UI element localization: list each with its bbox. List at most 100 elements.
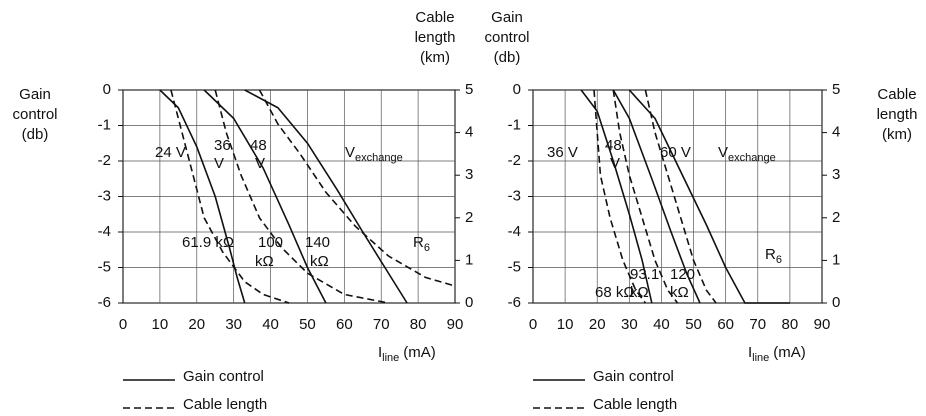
x-tick-label: 90 <box>814 316 831 333</box>
annotation-sub: exchange <box>728 152 776 164</box>
gain-control-line <box>580 89 653 304</box>
x-label-sub: line <box>752 352 769 364</box>
annotation-sub: 6 <box>776 254 782 266</box>
annotation: 61.9 kΩ <box>182 234 234 251</box>
y2-tick-label: 0 <box>832 294 840 311</box>
y-tick-label: -2 <box>508 152 521 169</box>
annotation: V <box>255 155 265 172</box>
annotation: V <box>214 155 224 172</box>
cable-length-line <box>644 89 717 304</box>
annotation: R6 <box>413 234 430 254</box>
x-label-sub: line <box>382 352 399 364</box>
y-tick-label: -2 <box>98 152 111 169</box>
y2-tick-label: 0 <box>465 294 473 311</box>
legend-label: Gain control <box>183 368 264 385</box>
y2-tick-label: 3 <box>465 166 473 183</box>
y2-tick-label: 2 <box>465 209 473 226</box>
x-tick-label: 70 <box>749 316 766 333</box>
y2-tick-label: 1 <box>832 251 840 268</box>
gain-control-line <box>159 89 246 304</box>
gain-control-line <box>244 89 408 304</box>
annotation-main: R <box>413 234 424 251</box>
x-axis-label: Iline (mA) <box>378 344 436 364</box>
annotation: R6 <box>765 246 782 266</box>
annotation-sub: 6 <box>424 242 430 254</box>
y-axis-label: control <box>12 106 57 123</box>
cable-length-line <box>258 89 456 287</box>
annotation: 36 <box>214 137 231 154</box>
annotation: kΩ <box>630 284 649 301</box>
y-tick-label: -4 <box>508 223 521 240</box>
annotation-main: V <box>718 144 728 161</box>
y2-tick-label: 5 <box>832 81 840 98</box>
x-axis-label: Iline (mA) <box>748 344 806 364</box>
y2-tick-label: 5 <box>465 81 473 98</box>
x-tick-label: 60 <box>717 316 734 333</box>
x-label-unit: (mA) <box>773 344 806 361</box>
cable-length-line <box>170 89 290 304</box>
x-tick-label: 20 <box>188 316 205 333</box>
gain-control-line <box>628 89 790 304</box>
y-tick-label: 0 <box>513 81 521 98</box>
legend-label: Gain control <box>593 368 674 385</box>
y-tick-label: -1 <box>98 116 111 133</box>
y-axis-label: (db) <box>494 49 521 66</box>
gain-control-line <box>203 89 327 304</box>
annotation: 120 <box>670 266 695 283</box>
x-tick-label: 40 <box>262 316 279 333</box>
annotation: 36 V <box>547 144 578 161</box>
x-tick-label: 70 <box>373 316 390 333</box>
y-tick-label: -6 <box>508 294 521 311</box>
y-tick-label: -1 <box>508 116 521 133</box>
annotation-sub: exchange <box>355 152 403 164</box>
x-tick-label: 10 <box>557 316 574 333</box>
y-axis-label: Gain <box>491 9 523 26</box>
x-tick-label: 20 <box>589 316 606 333</box>
annotation: kΩ <box>255 253 274 270</box>
y2-tick-label: 4 <box>465 124 473 141</box>
y2-axis-label: Cable <box>877 86 916 103</box>
x-tick-label: 40 <box>653 316 670 333</box>
gain-control-line <box>612 89 701 304</box>
annotation: 100 <box>258 234 283 251</box>
x-tick-label: 60 <box>336 316 353 333</box>
y-axis-label: control <box>484 29 529 46</box>
annotation: kΩ <box>310 253 329 270</box>
annotation: 48 <box>605 137 622 154</box>
y-axis-label: Gain <box>19 86 51 103</box>
annotation: 93.1 <box>630 266 659 283</box>
annotation: 140 <box>305 234 330 251</box>
x-tick-label: 50 <box>685 316 702 333</box>
x-tick-label: 10 <box>152 316 169 333</box>
annotation: V <box>610 155 620 172</box>
y2-axis-label: length <box>877 106 918 123</box>
legend-label: Cable length <box>593 396 677 413</box>
y2-axis-label: length <box>415 29 456 46</box>
y-tick-label: -4 <box>98 223 111 240</box>
x-label-main: I <box>748 344 752 361</box>
x-label-unit: (mA) <box>403 344 436 361</box>
annotation: 48 <box>250 137 267 154</box>
annotation: Vexchange <box>718 144 776 164</box>
annotation: 60 V <box>660 144 691 161</box>
y2-tick-label: 4 <box>832 124 840 141</box>
legend-label: Cable length <box>183 396 267 413</box>
y-tick-label: -3 <box>98 187 111 204</box>
x-tick-label: 80 <box>782 316 799 333</box>
x-tick-label: 90 <box>447 316 464 333</box>
y-tick-label: -6 <box>98 294 111 311</box>
y-tick-label: -5 <box>98 258 111 275</box>
y2-axis-label: Cable <box>415 9 454 26</box>
y2-axis-label: (km) <box>882 126 912 143</box>
y-tick-label: 0 <box>103 81 111 98</box>
annotation: 68 kΩ <box>595 284 635 301</box>
cable-length-line <box>214 89 389 304</box>
x-label-main: I <box>378 344 382 361</box>
x-tick-label: 50 <box>299 316 316 333</box>
y-tick-label: -5 <box>508 258 521 275</box>
annotation: 24 V <box>155 144 186 161</box>
x-tick-label: 80 <box>410 316 427 333</box>
x-tick-label: 30 <box>225 316 242 333</box>
y-tick-label: -3 <box>508 187 521 204</box>
